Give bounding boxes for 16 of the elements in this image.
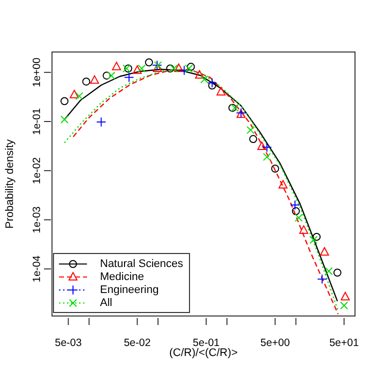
y-tick-label: 1e-04 — [31, 255, 43, 282]
legend-label: Medicine — [100, 270, 144, 282]
y-tick-label: 1e+00 — [31, 57, 43, 88]
y-tick-label: 1e-03 — [31, 206, 43, 234]
x-tick-label: 5e-03 — [54, 337, 82, 349]
y-tick-label: 1e-01 — [31, 108, 43, 135]
legend-label: All — [100, 296, 112, 308]
x-tick-label: 5e+00 — [260, 337, 290, 349]
x-tick-label: 5e-01 — [192, 337, 220, 349]
x-tick-label: 5e+01 — [329, 337, 359, 349]
y-tick-label: 1e-02 — [31, 157, 43, 184]
x-tick-label: 5e-02 — [124, 337, 151, 349]
y-axis-title: Probability density — [4, 139, 16, 229]
x-axis-title: (C/R)/<(C/R)> — [169, 347, 238, 359]
legend-label: Natural Sciences — [100, 258, 184, 270]
legend-label: Engineering — [100, 284, 159, 296]
